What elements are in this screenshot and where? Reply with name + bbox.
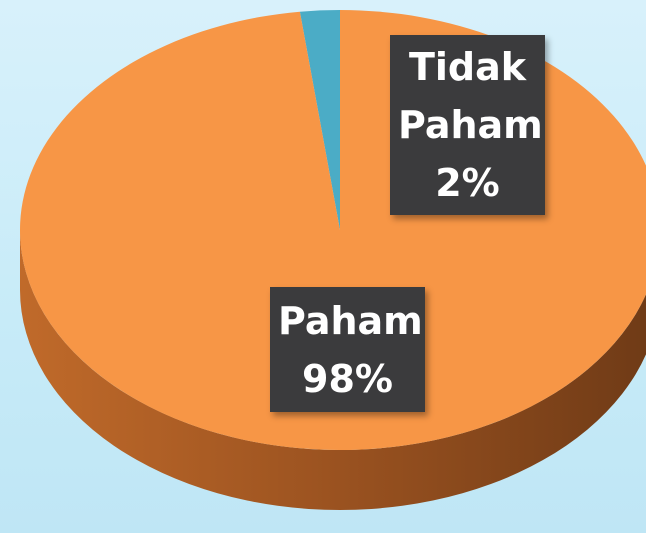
data-label: Paham 98% bbox=[270, 287, 425, 412]
label-category: Paham bbox=[278, 298, 423, 343]
label-value: 2% bbox=[435, 161, 500, 205]
data-label: Tidak Paham 2% bbox=[390, 35, 545, 215]
label-value: 98% bbox=[302, 356, 393, 401]
pie-side bbox=[20, 230, 646, 510]
label-category: Tidak Paham bbox=[398, 45, 543, 147]
pie-slice bbox=[299, 10, 340, 230]
